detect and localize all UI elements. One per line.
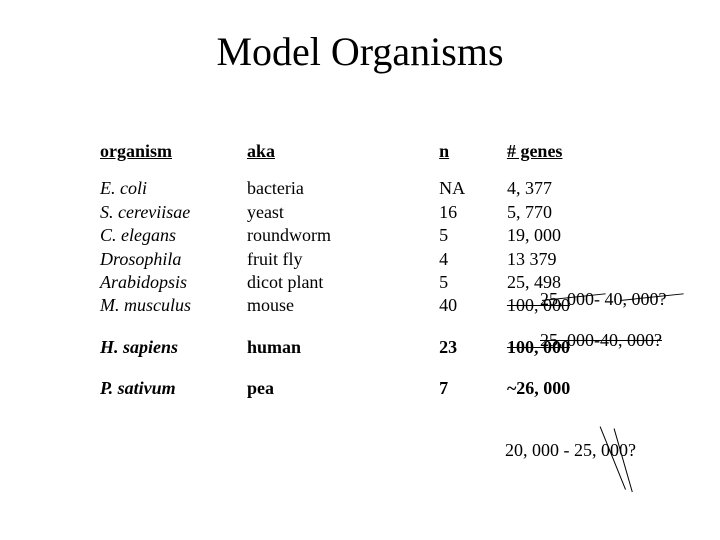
table-row: C. elegans roundworm 5 19, 000: [100, 224, 620, 247]
cell-n: 4: [439, 248, 507, 271]
cell-aka: pea: [247, 359, 439, 400]
cell-organism: S. cereviisae: [100, 201, 247, 224]
header-genes: # genes: [507, 140, 620, 177]
cell-organism: H. sapiens: [100, 318, 247, 359]
annotation-human-estimate: 25, 000-40, 000?: [540, 330, 662, 351]
cell-n: NA: [439, 177, 507, 200]
cell-aka: fruit fly: [247, 248, 439, 271]
annotation-mouse-estimate: 25, 000- 40, 000?: [540, 289, 666, 310]
cell-n: 5: [439, 224, 507, 247]
header-organism: organism: [100, 140, 247, 177]
slide: Model Organisms organism aka n # genes E…: [0, 0, 720, 540]
slide-title: Model Organisms: [0, 28, 720, 75]
cell-n: 23: [439, 318, 507, 359]
cell-organism: C. elegans: [100, 224, 247, 247]
cell-aka: human: [247, 318, 439, 359]
table-header-row: organism aka n # genes: [100, 140, 620, 177]
header-n: n: [439, 140, 507, 177]
cell-aka: bacteria: [247, 177, 439, 200]
organisms-table-wrap: organism aka n # genes E. coli bacteria …: [100, 140, 620, 401]
table-row: Drosophila fruit fly 4 13 379: [100, 248, 620, 271]
organisms-table: organism aka n # genes E. coli bacteria …: [100, 140, 620, 401]
cell-aka: mouse: [247, 294, 439, 317]
cell-genes: 13 379: [507, 248, 620, 271]
cell-aka: dicot plant: [247, 271, 439, 294]
cell-genes: 19, 000: [507, 224, 620, 247]
cell-n: 40: [439, 294, 507, 317]
cell-organism: P. sativum: [100, 359, 247, 400]
cell-n: 5: [439, 271, 507, 294]
table-row: P. sativum pea 7 ~26, 000: [100, 359, 620, 400]
cell-n: 16: [439, 201, 507, 224]
table-row: S. cereviisae yeast 16 5, 770: [100, 201, 620, 224]
cell-aka: roundworm: [247, 224, 439, 247]
cell-genes: ~26, 000: [507, 359, 620, 400]
cell-genes: 5, 770: [507, 201, 620, 224]
cell-aka: yeast: [247, 201, 439, 224]
cell-organism: E. coli: [100, 177, 247, 200]
table-row: E. coli bacteria NA 4, 377: [100, 177, 620, 200]
annotation-bottom-estimate: 20, 000 - 25, 000?: [505, 440, 636, 461]
cell-n: 7: [439, 359, 507, 400]
header-aka: aka: [247, 140, 439, 177]
cell-genes: 4, 377: [507, 177, 620, 200]
cell-organism: Drosophila: [100, 248, 247, 271]
cell-organism: Arabidopsis: [100, 271, 247, 294]
cell-organism: M. musculus: [100, 294, 247, 317]
